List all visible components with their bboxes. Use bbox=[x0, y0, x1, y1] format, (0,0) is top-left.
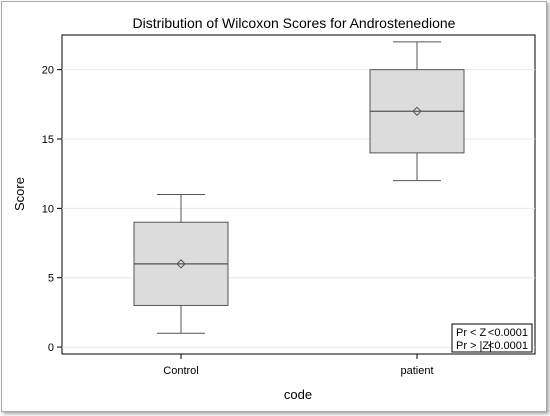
x-tick-label: patient bbox=[400, 365, 433, 377]
chart-title: Distribution of Wilcoxon Scores for Andr… bbox=[133, 15, 456, 31]
y-tick-label: 5 bbox=[48, 273, 54, 285]
stats-value-2: <0.0001 bbox=[488, 340, 528, 352]
stats-label-2: Pr > |Z| bbox=[456, 340, 492, 352]
y-axis-label: Score bbox=[12, 177, 27, 211]
stats-label-1: Pr < Z bbox=[456, 327, 487, 339]
y-axis-ticks: 0 5 10 15 20 bbox=[42, 65, 62, 354]
x-tick-label: Control bbox=[163, 365, 198, 377]
stats-inset: Pr < Z <0.0001 Pr > |Z| <0.0001 bbox=[451, 323, 533, 353]
y-tick-label: 20 bbox=[42, 65, 54, 77]
mean-marker bbox=[176, 259, 186, 269]
x-axis-label: code bbox=[284, 387, 312, 402]
stats-inset-box bbox=[451, 323, 533, 353]
stats-value-1: <0.0001 bbox=[488, 327, 528, 339]
y-tick-label: 0 bbox=[48, 342, 54, 354]
box-patient bbox=[369, 41, 465, 182]
x-axis-ticks: Control patient bbox=[163, 354, 434, 377]
mean-marker bbox=[412, 106, 422, 116]
y-tick-label: 10 bbox=[42, 203, 54, 215]
box-control bbox=[133, 194, 229, 334]
box-series bbox=[133, 41, 465, 334]
y-tick-label: 15 bbox=[42, 134, 54, 146]
